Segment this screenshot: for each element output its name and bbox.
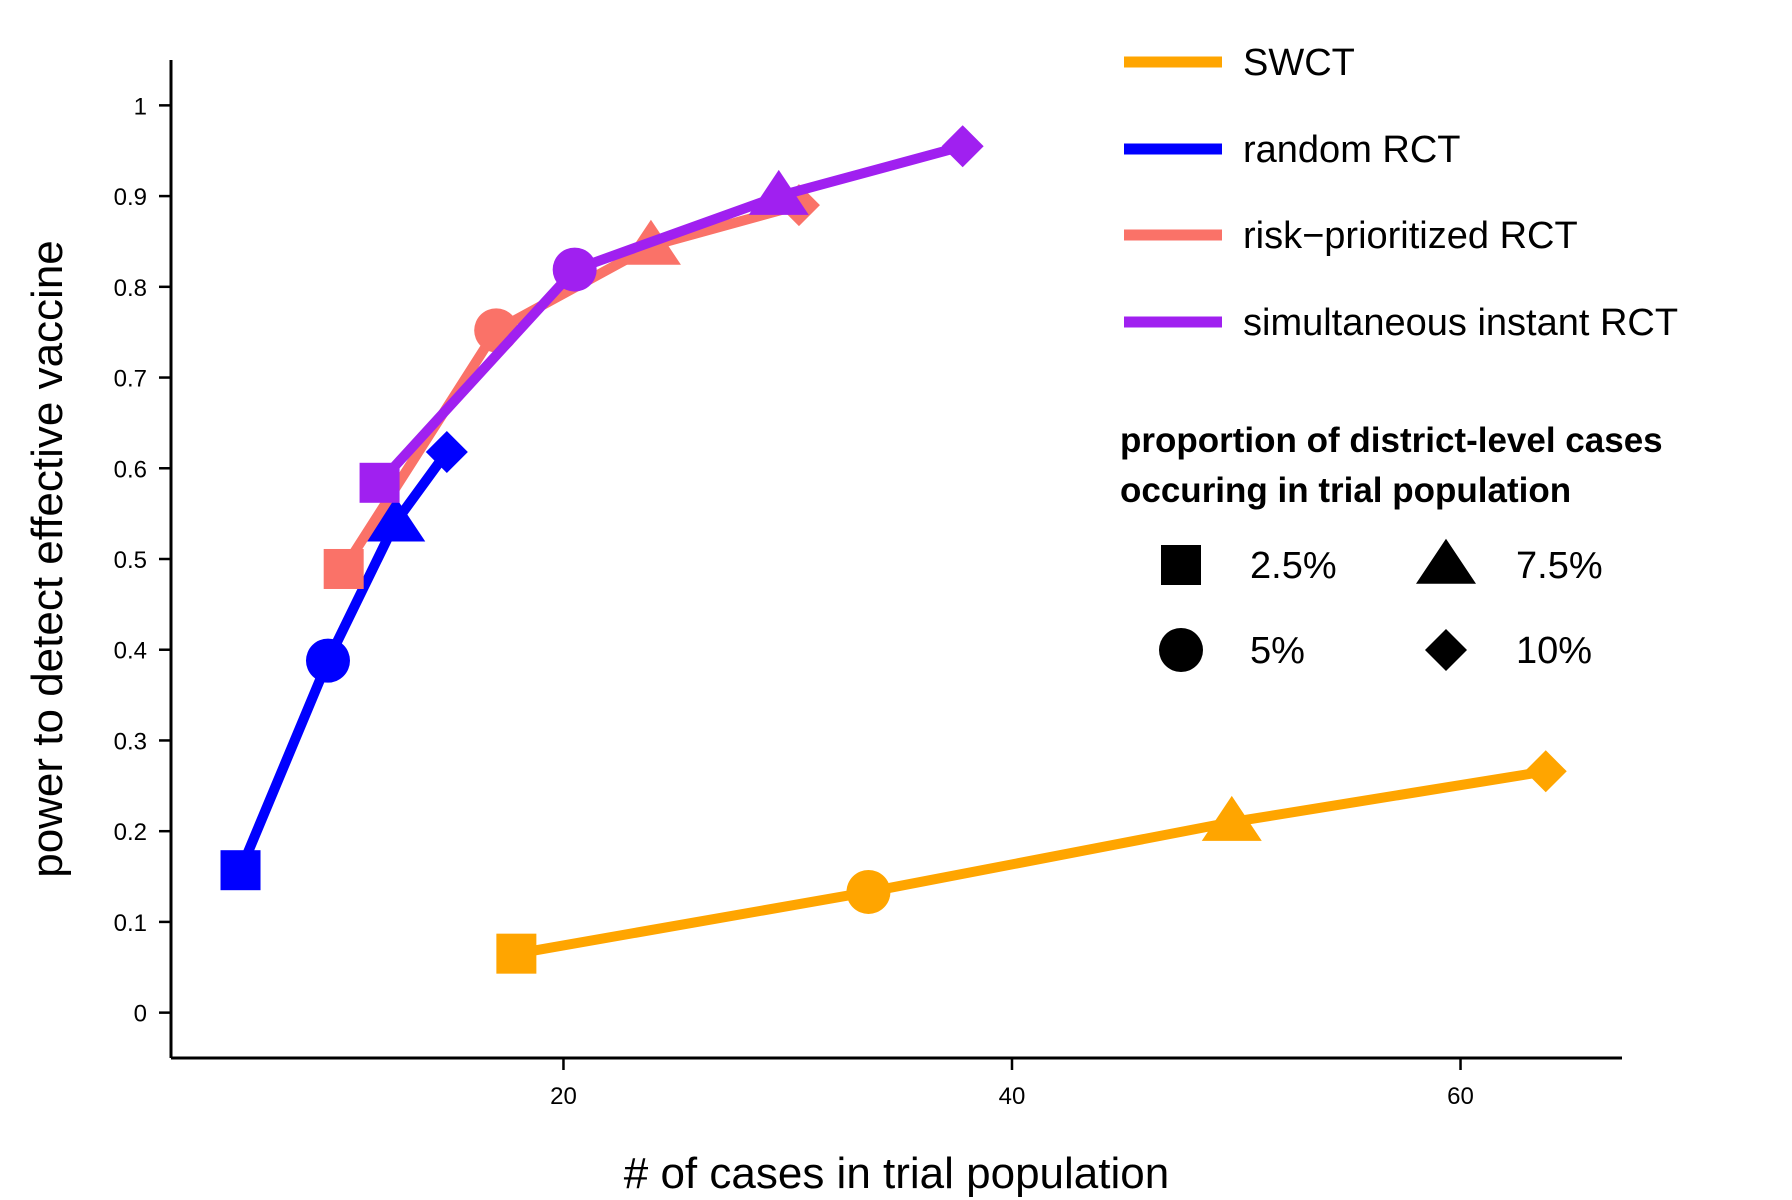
legend-label: simultaneous instant RCT bbox=[1243, 302, 1678, 344]
data-point-triangle bbox=[748, 169, 809, 215]
series-random-rct bbox=[220, 430, 468, 891]
x-tick-label: 40 bbox=[999, 1083, 1026, 1110]
shape-legend-label: 5% bbox=[1250, 630, 1305, 672]
legend-label: random RCT bbox=[1243, 129, 1461, 171]
shape-legend-item: 7.5% bbox=[1416, 538, 1603, 587]
data-point-triangle bbox=[1201, 795, 1262, 841]
y-tick-label: 0 bbox=[134, 1001, 147, 1028]
series-line bbox=[374, 141, 968, 488]
shape-legend-label: 10% bbox=[1516, 630, 1592, 672]
data-point-square bbox=[496, 933, 537, 974]
y-tick-label: 0.1 bbox=[114, 910, 147, 937]
shape-legend-title-line: proportion of district-level cases bbox=[1120, 421, 1663, 460]
data-point-diamond bbox=[425, 430, 468, 473]
x-axis-title: # of cases in trial population bbox=[624, 1149, 1169, 1198]
data-point-circle bbox=[846, 869, 891, 914]
shape-legend-item: 2.5% bbox=[1161, 545, 1337, 587]
data-point-circle bbox=[305, 638, 350, 683]
data-point-circle bbox=[552, 247, 597, 292]
series-simultaneous-instant-rct bbox=[359, 125, 984, 503]
y-tick-label: 0.6 bbox=[114, 456, 147, 483]
legend-label: risk−prioritized RCT bbox=[1243, 215, 1578, 257]
y-tick-label: 1 bbox=[134, 93, 147, 120]
y-tick-label: 0.8 bbox=[114, 275, 147, 302]
data-point-square bbox=[359, 462, 400, 503]
shape-legend-item: 5% bbox=[1159, 628, 1305, 672]
shape-legend-diamond-icon bbox=[1425, 629, 1467, 671]
series-line bbox=[511, 766, 1551, 959]
series-line bbox=[235, 446, 452, 876]
shape-legend-title: proportion of district-level cases occuri… bbox=[1120, 421, 1663, 510]
data-point-diamond bbox=[1524, 750, 1567, 793]
data-point-square bbox=[323, 548, 364, 589]
y-tick-label: 0.3 bbox=[114, 728, 147, 755]
legend-entry: random RCT bbox=[1124, 129, 1461, 171]
shape-legend-title-line: occuring in trial population bbox=[1120, 471, 1571, 510]
legend-label: SWCT bbox=[1243, 42, 1355, 84]
shape-legend-square-icon bbox=[1161, 545, 1201, 585]
x-tick-label: 60 bbox=[1447, 1083, 1474, 1110]
series-swct bbox=[496, 750, 1567, 974]
series-layer bbox=[220, 125, 1567, 974]
shape-legend-label: 7.5% bbox=[1516, 545, 1603, 587]
y-tick-label: 0.7 bbox=[114, 366, 147, 393]
legend-entry: SWCT bbox=[1124, 42, 1355, 84]
y-axis-title: power to detect effective vaccine bbox=[23, 240, 72, 878]
y-tick-label: 0.2 bbox=[114, 819, 147, 846]
shape-legend-triangle-icon bbox=[1416, 538, 1476, 584]
data-point-triangle bbox=[365, 496, 426, 542]
x-tick-label: 20 bbox=[550, 1083, 577, 1110]
axes: 0 0.1 0.2 0.3 0.4 0.5 0.6 0.7 0.8 0.9 1 20 40 60 bbox=[114, 60, 1622, 1110]
shape-legend-label: 2.5% bbox=[1250, 545, 1337, 587]
shape-legend-circle-icon bbox=[1159, 628, 1203, 672]
y-tick-label: 0.5 bbox=[114, 547, 147, 574]
y-tick-label: 0.9 bbox=[114, 184, 147, 211]
data-point-square bbox=[220, 850, 261, 891]
shape-legend-item: 10% bbox=[1425, 629, 1592, 672]
legend-entry: risk−prioritized RCT bbox=[1124, 215, 1578, 257]
data-point-diamond bbox=[941, 125, 984, 168]
y-tick-label: 0.4 bbox=[114, 638, 147, 665]
legend: SWCT random RCT risk−prioritized RCT simult… bbox=[1120, 42, 1678, 672]
legend-entry: simultaneous instant RCT bbox=[1124, 302, 1678, 344]
